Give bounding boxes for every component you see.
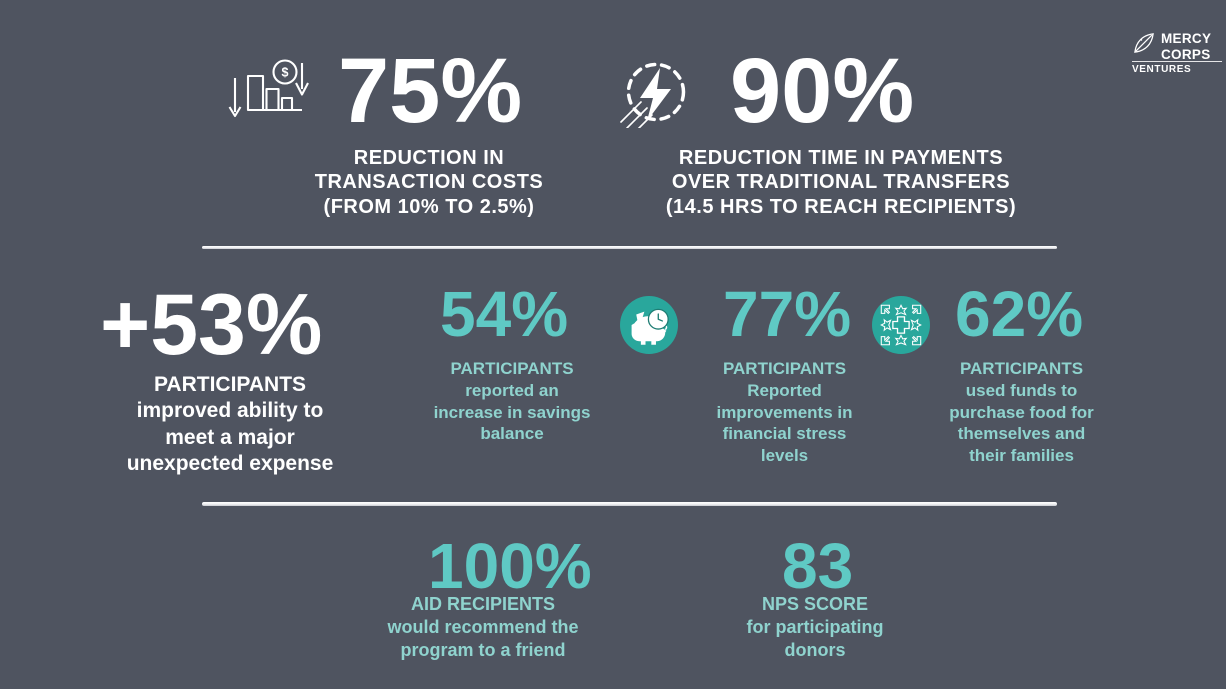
svg-text:$: $: [282, 66, 289, 80]
